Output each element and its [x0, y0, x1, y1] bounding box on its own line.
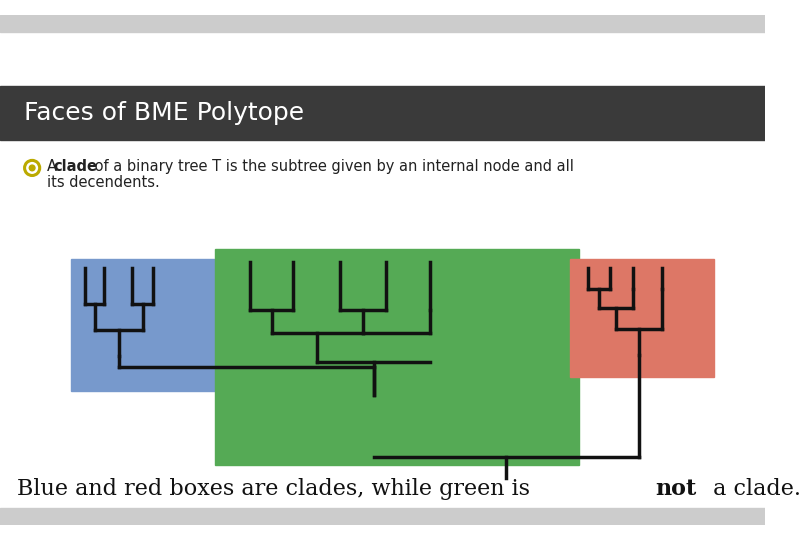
Text: clade: clade: [54, 159, 98, 174]
Text: Blue and red boxes are clades, while green is: Blue and red boxes are clades, while gre…: [17, 478, 537, 500]
Text: not: not: [655, 478, 697, 500]
Text: a clade.: a clade.: [706, 478, 801, 500]
Circle shape: [29, 165, 35, 171]
Text: its decendents.: its decendents.: [47, 174, 160, 190]
Bar: [0, 15, 765, 32]
Bar: [215, 249, 579, 465]
Bar: [71, 259, 217, 391]
Bar: [0, 86, 765, 139]
Text: Faces of BME Polytope: Faces of BME Polytope: [23, 101, 304, 125]
Bar: [0, 508, 765, 525]
Text: of a binary tree T is the subtree given by an internal node and all: of a binary tree T is the subtree given …: [90, 159, 573, 174]
Bar: [570, 259, 714, 377]
Text: A: A: [47, 159, 62, 174]
